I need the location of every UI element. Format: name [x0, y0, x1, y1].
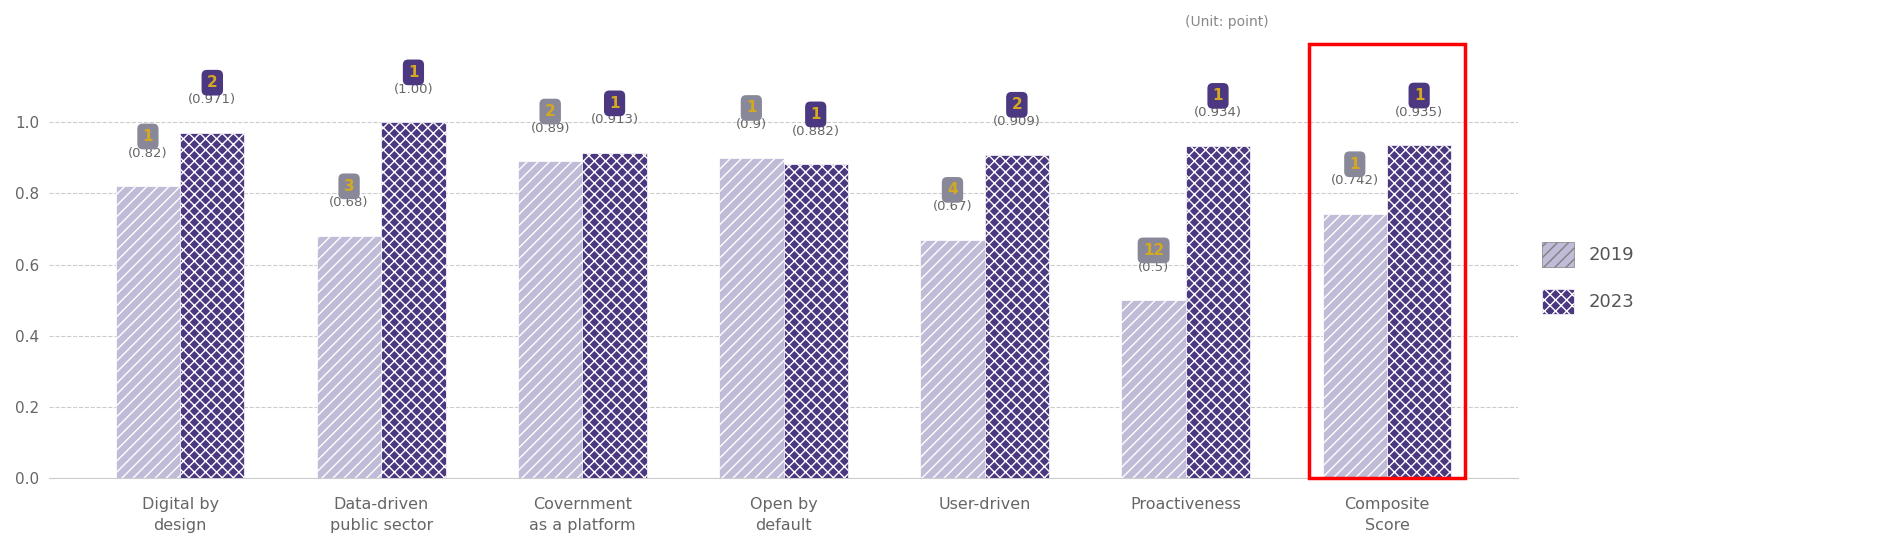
Bar — [1323, 214, 1388, 478]
Text: (0.882): (0.882) — [793, 124, 840, 138]
Text: (0.5): (0.5) — [1138, 260, 1170, 273]
Text: 1: 1 — [609, 96, 620, 111]
Bar — [783, 164, 848, 478]
Text: (0.971): (0.971) — [188, 93, 237, 106]
Text: (0.82): (0.82) — [129, 147, 167, 159]
Bar — [1388, 145, 1450, 478]
Bar — [1121, 300, 1185, 478]
Bar — [381, 122, 446, 478]
Text: 2: 2 — [207, 75, 218, 90]
Bar — [1308, 44, 1466, 478]
Text: (1.00): (1.00) — [394, 83, 434, 95]
Text: 3: 3 — [343, 179, 355, 194]
Text: 1: 1 — [1213, 88, 1223, 104]
Bar — [984, 155, 1048, 478]
Bar — [317, 236, 381, 478]
Bar — [582, 153, 647, 478]
Text: (0.742): (0.742) — [1331, 174, 1378, 187]
Text: (0.935): (0.935) — [1395, 106, 1443, 119]
Text: 1: 1 — [747, 100, 757, 116]
Legend: 2019, 2023: 2019, 2023 — [1541, 242, 1634, 315]
Text: (0.934): (0.934) — [1194, 106, 1242, 119]
Text: (0.68): (0.68) — [330, 196, 370, 209]
Text: 1: 1 — [142, 129, 154, 144]
Text: (0.67): (0.67) — [933, 200, 973, 213]
Text: 1: 1 — [408, 65, 419, 80]
Text: 2: 2 — [544, 104, 556, 119]
Text: (0.909): (0.909) — [994, 115, 1041, 128]
Bar — [719, 158, 783, 478]
Text: 1: 1 — [1414, 88, 1424, 103]
Text: 4: 4 — [948, 182, 957, 197]
Bar — [180, 133, 245, 478]
Bar — [920, 239, 984, 478]
Text: (Unit: point): (Unit: point) — [1185, 15, 1268, 28]
Text: 1: 1 — [810, 107, 821, 122]
Bar — [116, 186, 180, 478]
Text: 1: 1 — [1350, 157, 1359, 172]
Text: 2: 2 — [1011, 98, 1022, 112]
Bar — [518, 162, 582, 478]
Bar — [1185, 146, 1249, 478]
Text: 12: 12 — [1143, 243, 1164, 258]
Text: (0.9): (0.9) — [736, 118, 766, 131]
Text: (0.89): (0.89) — [531, 122, 571, 135]
Text: (0.913): (0.913) — [590, 113, 639, 127]
